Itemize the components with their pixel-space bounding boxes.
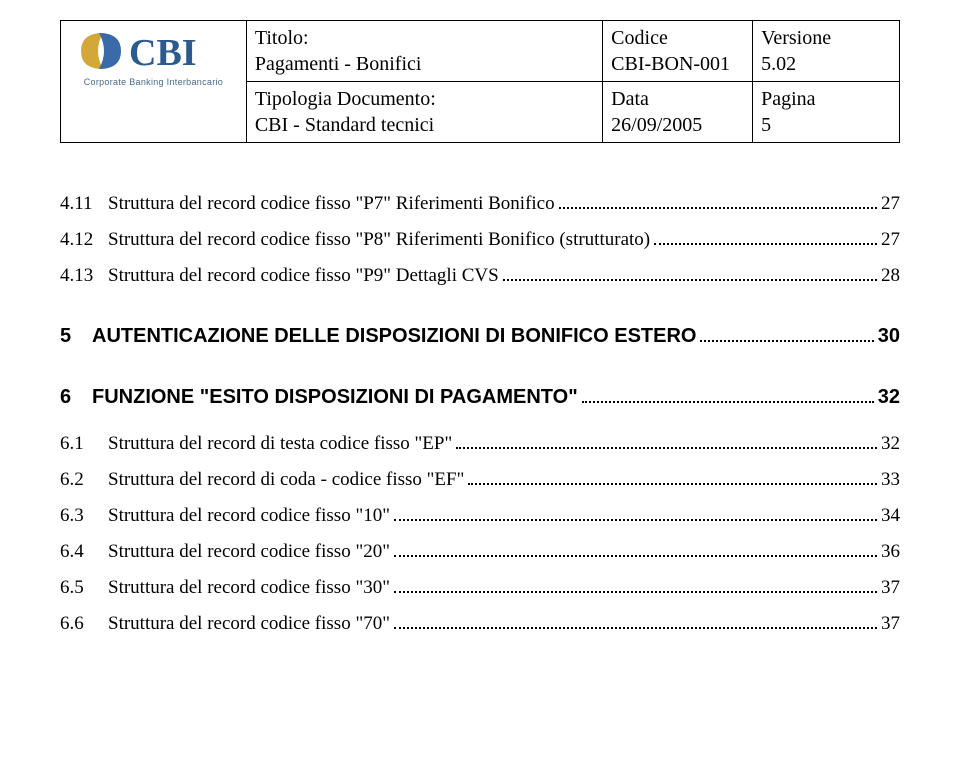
toc-page: 30 <box>878 325 900 348</box>
toc-entry: 5AUTENTICAZIONE DELLE DISPOSIZIONI DI BO… <box>60 325 900 348</box>
svg-text:CBI: CBI <box>129 32 197 74</box>
toc-title: Struttura del record codice fisso "P8" R… <box>108 229 650 251</box>
doctype-value: CBI - Standard tecnici <box>255 114 434 136</box>
logo-tagline: Corporate Banking Interbancario <box>67 77 240 89</box>
toc-number: 6.4 <box>60 541 108 563</box>
toc-leader <box>394 627 877 629</box>
toc-number: 6 <box>60 386 92 409</box>
toc-page: 34 <box>881 505 900 527</box>
cbi-logo-icon: CBI <box>73 27 233 75</box>
page-value: 5 <box>761 114 771 136</box>
code-label: Codice <box>611 27 668 49</box>
logo-cell: CBI Corporate Banking Interbancario <box>61 21 247 143</box>
header-date-cell: Data 26/09/2005 <box>603 82 753 143</box>
header-doctype-cell: Tipologia Documento: CBI - Standard tecn… <box>246 82 602 143</box>
toc-title: Struttura del record codice fisso "20" <box>108 541 390 563</box>
toc-page: 27 <box>881 229 900 251</box>
date-label: Data <box>611 88 649 110</box>
code-value: CBI-BON-001 <box>611 53 730 75</box>
toc-page: 33 <box>881 469 900 491</box>
toc-leader <box>456 447 877 449</box>
version-label: Versione <box>761 27 831 49</box>
toc-entry: 6.6Struttura del record codice fisso "70… <box>60 613 900 635</box>
toc-leader <box>582 401 874 403</box>
header-page-cell: Pagina 5 <box>753 82 900 143</box>
toc-page: 27 <box>881 193 900 215</box>
toc-title: Struttura del record codice fisso "30" <box>108 577 390 599</box>
toc-entry: 6.3Struttura del record codice fisso "10… <box>60 505 900 527</box>
version-value: 5.02 <box>761 53 796 75</box>
toc-number: 6.5 <box>60 577 108 599</box>
toc-entry: 6.1Struttura del record di testa codice … <box>60 433 900 455</box>
toc-number: 4.13 <box>60 265 108 287</box>
toc-leader <box>394 591 877 593</box>
toc-title: Struttura del record codice fisso "10" <box>108 505 390 527</box>
table-of-contents: 4.11Struttura del record codice fisso "P… <box>60 193 900 635</box>
toc-number: 6.3 <box>60 505 108 527</box>
toc-entry: 4.12Struttura del record codice fisso "P… <box>60 229 900 251</box>
header-code-cell: Codice CBI-BON-001 <box>603 21 753 82</box>
toc-entry: 4.11Struttura del record codice fisso "P… <box>60 193 900 215</box>
toc-entry: 6.4Struttura del record codice fisso "20… <box>60 541 900 563</box>
toc-title: Struttura del record codice fisso "P7" R… <box>108 193 555 215</box>
toc-page: 32 <box>878 386 900 409</box>
toc-leader <box>468 483 877 485</box>
toc-number: 6.2 <box>60 469 108 491</box>
toc-title: Struttura del record di coda - codice fi… <box>108 469 464 491</box>
toc-title: FUNZIONE "ESITO DISPOSIZIONI DI PAGAMENT… <box>92 386 578 409</box>
toc-number: 4.12 <box>60 229 108 251</box>
toc-page: 37 <box>881 613 900 635</box>
toc-entry: 4.13Struttura del record codice fisso "P… <box>60 265 900 287</box>
toc-title: Struttura del record codice fisso "70" <box>108 613 390 635</box>
toc-leader <box>394 555 877 557</box>
toc-title: AUTENTICAZIONE DELLE DISPOSIZIONI DI BON… <box>92 325 696 348</box>
toc-page: 32 <box>881 433 900 455</box>
toc-number: 5 <box>60 325 92 348</box>
toc-leader <box>700 340 873 342</box>
date-value: 26/09/2005 <box>611 114 702 136</box>
toc-title: Struttura del record codice fisso "P9" D… <box>108 265 499 287</box>
header-version-cell: Versione 5.02 <box>753 21 900 82</box>
page: CBI Corporate Banking Interbancario Tito… <box>0 0 960 669</box>
toc-leader <box>559 207 877 209</box>
toc-entry: 6.5Struttura del record codice fisso "30… <box>60 577 900 599</box>
toc-title: Struttura del record di testa codice fis… <box>108 433 452 455</box>
toc-leader <box>654 243 877 245</box>
toc-number: 4.11 <box>60 193 108 215</box>
header-table: CBI Corporate Banking Interbancario Tito… <box>60 20 900 143</box>
doctype-label: Tipologia Documento: <box>255 88 436 110</box>
title-value: Pagamenti - Bonifici <box>255 53 422 75</box>
toc-page: 28 <box>881 265 900 287</box>
toc-number: 6.6 <box>60 613 108 635</box>
toc-leader <box>503 279 877 281</box>
toc-leader <box>394 519 877 521</box>
toc-page: 37 <box>881 577 900 599</box>
title-label: Titolo: <box>255 27 309 49</box>
toc-entry: 6FUNZIONE "ESITO DISPOSIZIONI DI PAGAMEN… <box>60 386 900 409</box>
toc-entry: 6.2Struttura del record di coda - codice… <box>60 469 900 491</box>
toc-number: 6.1 <box>60 433 108 455</box>
header-title-cell: Titolo: Pagamenti - Bonifici <box>246 21 602 82</box>
page-label: Pagina <box>761 88 815 110</box>
toc-page: 36 <box>881 541 900 563</box>
